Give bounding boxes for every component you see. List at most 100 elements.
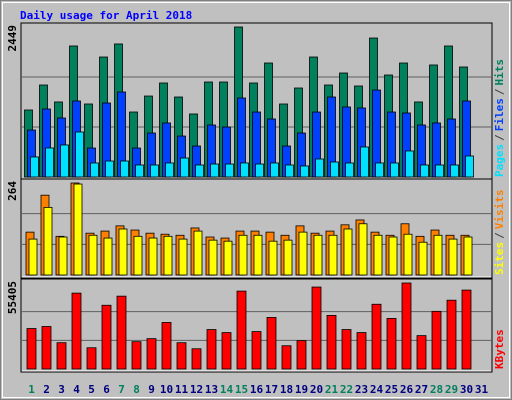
x-tick-label: 18: [280, 383, 293, 396]
bar: [330, 161, 339, 178]
bar: [221, 332, 232, 370]
bar: [360, 146, 369, 178]
bar: [388, 236, 398, 276]
x-tick-label: 14: [220, 383, 234, 396]
bar: [165, 162, 174, 178]
bar: [433, 234, 443, 276]
x-tick-label: 30: [460, 383, 473, 396]
bar: [371, 303, 382, 370]
x-tick-label: 11: [175, 383, 189, 396]
bar: [131, 341, 142, 370]
bar: [191, 348, 202, 370]
x-tick-label: 25: [385, 383, 398, 396]
x-tick-label: 17: [265, 383, 278, 396]
bar: [266, 317, 277, 370]
bar: [120, 160, 129, 178]
bar: [403, 233, 413, 276]
y-tick-label: 264: [6, 181, 19, 201]
bar: [103, 237, 113, 276]
bar: [118, 228, 128, 276]
bar: [148, 237, 158, 276]
bar: [180, 157, 189, 178]
bar: [375, 162, 384, 178]
legend-entry: KBytes: [493, 329, 506, 369]
bar: [135, 164, 144, 178]
legend-entry: Hits: [493, 59, 506, 86]
bar: [238, 234, 248, 276]
bar: [193, 230, 203, 276]
x-tick-label: 31: [475, 383, 489, 396]
bar: [101, 304, 112, 370]
bar: [116, 295, 127, 370]
bar: [86, 347, 97, 370]
bar: [208, 239, 218, 276]
bar: [461, 289, 472, 370]
bar: [206, 329, 217, 370]
bar: [315, 158, 324, 178]
legend: Pages / Files / Hits: [493, 59, 506, 177]
x-tick-label: 6: [103, 383, 110, 396]
legend-separator: /: [493, 88, 506, 95]
bar: [328, 234, 338, 276]
bar: [285, 164, 294, 178]
chart-title: Daily usage for April 2018: [20, 9, 192, 22]
x-tick-label: 3: [58, 383, 65, 396]
bar: [373, 234, 383, 276]
bar: [313, 234, 323, 276]
x-tick-label: 5: [88, 383, 95, 396]
bar: [311, 286, 322, 370]
bar: [326, 314, 337, 370]
bar: [345, 162, 354, 178]
bar: [30, 156, 39, 178]
y-tick-label: 55405: [6, 281, 19, 314]
bar: [386, 318, 397, 370]
bar: [150, 164, 159, 178]
legend-entry: Files: [493, 98, 506, 131]
bar: [418, 241, 428, 276]
bar: [390, 162, 399, 178]
bar: [435, 164, 444, 178]
bar: [300, 165, 309, 178]
x-tick-label: 8: [133, 383, 140, 396]
bar: [255, 163, 264, 178]
bar: [26, 328, 37, 370]
bar: [251, 331, 262, 370]
x-tick-label: 10: [160, 383, 173, 396]
bar: [195, 164, 204, 178]
x-tick-label: 27: [415, 383, 428, 396]
bar: [146, 338, 157, 370]
bar: [341, 329, 352, 370]
bar: [463, 236, 473, 276]
legend: KBytes: [493, 329, 506, 369]
bar: [45, 147, 54, 178]
bar: [225, 163, 234, 178]
bar: [161, 322, 172, 370]
bar: [450, 164, 459, 178]
bar: [420, 164, 429, 178]
bar: [283, 239, 293, 276]
bar: [178, 238, 188, 276]
x-tick-label: 19: [295, 383, 308, 396]
x-tick-label: 1: [28, 383, 35, 396]
legend-entry: Pages: [493, 144, 506, 177]
bar: [223, 240, 233, 276]
bar: [253, 234, 263, 276]
bar: [356, 332, 367, 370]
x-tick-label: 29: [445, 383, 458, 396]
bar: [358, 223, 368, 276]
bar: [401, 282, 412, 370]
bar: [416, 335, 427, 370]
bar: [71, 292, 82, 370]
bar: [43, 206, 53, 276]
x-tick-label: 2: [43, 383, 50, 396]
bar: [448, 238, 458, 276]
x-tick-label: 28: [430, 383, 443, 396]
bar: [73, 183, 83, 276]
x-tick-label: 21: [325, 383, 339, 396]
bar: [88, 234, 98, 276]
bar: [343, 228, 353, 276]
bar: [133, 235, 143, 276]
x-tick-label: 24: [370, 383, 384, 396]
legend-separator: /: [493, 134, 506, 141]
